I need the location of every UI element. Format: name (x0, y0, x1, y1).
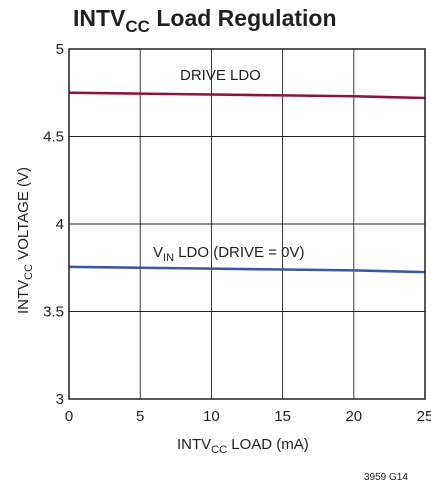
plot-frame (68, 48, 426, 400)
chart-title: INTVCC Load Regulation (73, 5, 337, 36)
series-layer (68, 91, 426, 274)
grid (68, 48, 426, 400)
series-line-0 (68, 91, 426, 100)
x-tick-labels: 0 5 10 15 20 25 (65, 408, 431, 425)
drive-ldo-label: DRIVE LDO (180, 67, 261, 84)
y-tick-label-2: 4 (56, 216, 64, 233)
x-tick-label-0: 0 (65, 408, 73, 425)
y-axis-label: INTVCC VOLTAGE (V) (15, 167, 35, 314)
vin-ldo-label: VIN LDO (DRIVE = 0V) (153, 244, 304, 264)
y-tick-label-0: 3 (56, 391, 64, 408)
y-tick-labels: 3 3.5 4 4.5 5 (43, 41, 64, 408)
x-axis-label: INTVCC LOAD (mA) (177, 436, 309, 456)
x-tick-label-5: 25 (417, 408, 431, 425)
series-line-1 (68, 265, 426, 274)
x-tick-label-3: 15 (274, 408, 291, 425)
x-tick-label-4: 20 (345, 408, 362, 425)
figure-id: 3959 G14 (364, 472, 408, 483)
y-tick-label-3: 4.5 (43, 129, 64, 146)
y-tick-label-1: 3.5 (43, 304, 64, 321)
x-tick-label-1: 5 (136, 408, 144, 425)
x-tick-label-2: 10 (203, 408, 220, 425)
y-tick-label-4: 5 (56, 41, 64, 58)
